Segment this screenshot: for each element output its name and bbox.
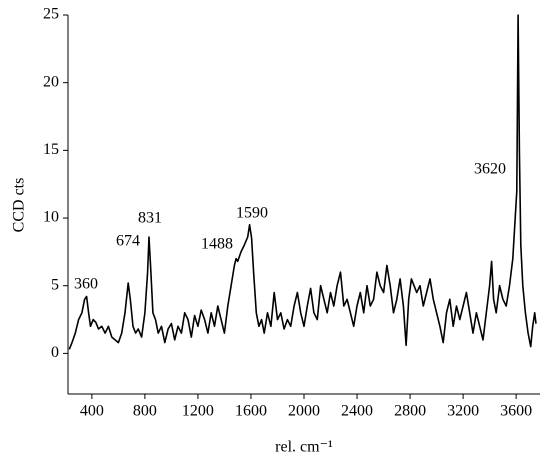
x-tick-label: 2400 <box>341 403 373 420</box>
x-tick-label: 3600 <box>500 403 532 420</box>
y-axis-label: CCD cts <box>11 178 28 233</box>
peak-label: 3620 <box>474 161 506 178</box>
x-tick-label: 800 <box>133 403 157 420</box>
spectrum-line <box>68 14 537 350</box>
peak-label: 831 <box>138 210 162 227</box>
y-tick-label: 20 <box>43 73 59 90</box>
peak-label: 1488 <box>201 236 233 253</box>
y-tick-label: 10 <box>43 209 59 226</box>
x-tick-label: 400 <box>80 403 104 420</box>
peak-label: 360 <box>74 276 98 293</box>
x-tick-label: 3200 <box>447 403 479 420</box>
x-tick-label: 1600 <box>235 403 267 420</box>
y-tick-label: 5 <box>51 276 59 293</box>
x-tick-label: 2800 <box>394 403 426 420</box>
y-tick-label: 25 <box>43 6 59 23</box>
peak-label: 1590 <box>236 205 268 222</box>
x-tick-label: 2000 <box>288 403 320 420</box>
y-tick-label: 15 <box>43 141 59 158</box>
y-tick-label: 0 <box>51 344 59 361</box>
x-tick-label: 1200 <box>182 403 214 420</box>
peak-label: 674 <box>116 233 140 250</box>
x-axis-label: rel. cm⁻¹ <box>275 439 333 456</box>
